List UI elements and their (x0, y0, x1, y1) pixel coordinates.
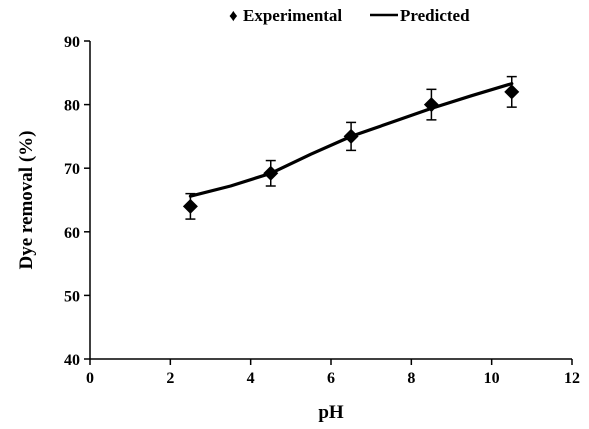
x-axis-title: pH (318, 402, 344, 423)
y-tick-label: 90 (64, 34, 80, 51)
x-tick-label: 4 (247, 370, 255, 387)
x-tick-label: 2 (166, 370, 174, 387)
axes: 40 50 60 70 80 90 0 2 4 6 8 10 12 (64, 34, 580, 387)
legend-predicted-label: Predicted (400, 6, 470, 25)
legend-experimental-label: Experimental (243, 6, 342, 25)
legend: ♦ Experimental Predicted (229, 6, 470, 25)
x-tick-label: 6 (327, 370, 335, 387)
x-tick-label: 8 (407, 370, 415, 387)
x-tick-label: 0 (86, 370, 94, 387)
y-tick-label: 40 (64, 352, 80, 369)
experimental-point (423, 97, 439, 113)
experimental-series (182, 75, 520, 220)
x-tick-label: 12 (564, 370, 580, 387)
experimental-point (343, 128, 359, 144)
y-tick-label: 70 (64, 161, 80, 178)
experimental-point (504, 84, 520, 100)
y-tick-label: 80 (64, 98, 80, 115)
y-tick-label: 50 (64, 288, 80, 305)
experimental-point (182, 198, 198, 214)
x-tick-label: 10 (484, 370, 500, 387)
y-axis-title: Dye removal (%) (16, 131, 37, 270)
legend-experimental-marker: ♦ (229, 6, 238, 25)
y-tick-label: 60 (64, 225, 80, 242)
experimental-point (263, 165, 279, 181)
